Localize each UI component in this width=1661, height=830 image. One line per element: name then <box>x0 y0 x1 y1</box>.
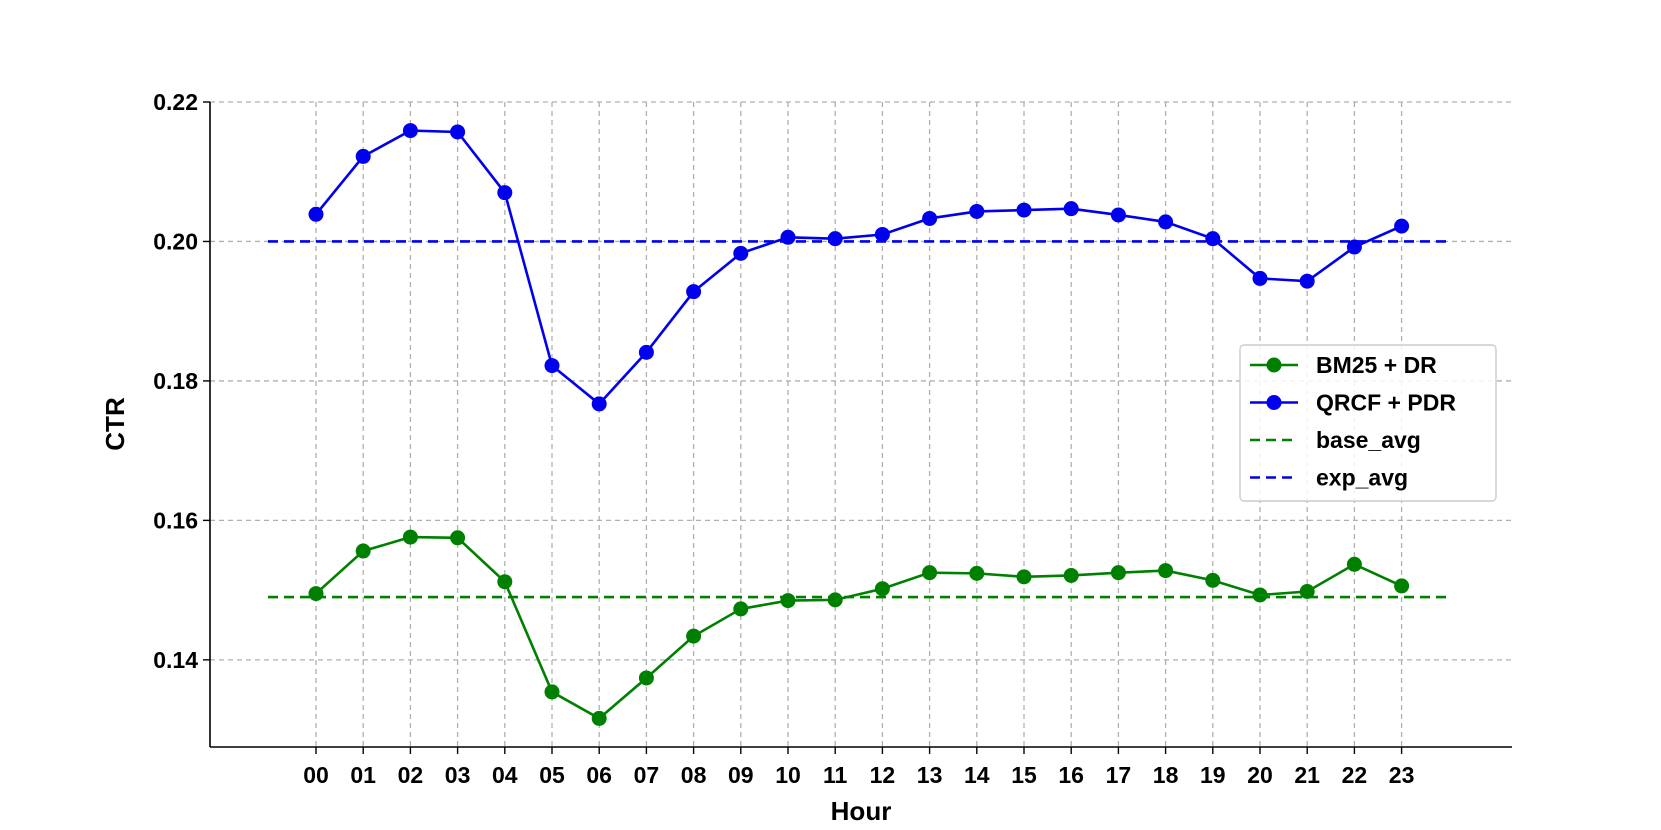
x-tick-label: 00 <box>303 762 329 788</box>
x-tick-label: 17 <box>1106 762 1132 788</box>
data-point-qrcf-pdr <box>1063 201 1079 217</box>
data-point-qrcf-pdr <box>1110 207 1126 223</box>
data-point-qrcf-pdr <box>355 148 371 164</box>
data-point-bm25-dr <box>874 581 890 597</box>
y-ticks: 0.14 0.16 0.18 0.20 0.22 <box>153 89 210 673</box>
x-tick-label: 20 <box>1247 762 1273 788</box>
data-point-bm25-dr <box>1205 572 1221 588</box>
data-point-qrcf-pdr <box>1158 214 1174 230</box>
x-tick-label: 04 <box>492 762 518 788</box>
average-lines <box>268 240 1452 599</box>
x-tick-label: 01 <box>350 762 376 788</box>
x-axis-label: Hour <box>831 796 892 826</box>
data-point-bm25-dr <box>1016 569 1032 585</box>
data-point-qrcf-pdr <box>827 231 843 247</box>
x-tick-label: 03 <box>445 762 471 788</box>
x-tick-label: 23 <box>1389 762 1415 788</box>
data-point-qrcf-pdr <box>544 358 560 374</box>
data-point-qrcf-pdr <box>922 210 938 226</box>
data-point-bm25-dr <box>638 670 654 686</box>
data-point-qrcf-pdr <box>308 206 324 222</box>
legend-marker-qrcf-pdr <box>1266 395 1282 410</box>
data-point-bm25-dr <box>1346 556 1362 572</box>
data-point-qrcf-pdr <box>1205 231 1221 247</box>
data-point-qrcf-pdr <box>1346 239 1362 255</box>
x-tick-label: 12 <box>870 762 896 788</box>
series-lines <box>308 123 1410 726</box>
data-point-bm25-dr <box>1063 567 1079 583</box>
legend-label-qrcf-pdr: QRCF + PDR <box>1316 390 1456 416</box>
data-point-bm25-dr <box>355 543 371 559</box>
x-tick-label: 10 <box>775 762 801 788</box>
data-point-bm25-dr <box>780 593 796 609</box>
axes <box>209 102 1512 748</box>
x-ticks: 00 01 02 03 04 05 06 07 08 09 10 11 12 13 14 15 16 17 18 19… <box>303 747 1414 788</box>
data-point-qrcf-pdr <box>450 124 466 140</box>
x-tick-label: 19 <box>1200 762 1226 788</box>
y-tick-label: 0.18 <box>153 368 198 394</box>
data-point-qrcf-pdr <box>686 284 702 300</box>
x-tick-label: 06 <box>586 762 612 788</box>
x-tick-label: 07 <box>634 762 660 788</box>
legend-box <box>1239 344 1497 502</box>
data-point-qrcf-pdr <box>780 229 796 245</box>
series-line-bm25-dr <box>315 535 1403 720</box>
y-tick-label: 0.22 <box>153 89 198 115</box>
x-tick-label: 18 <box>1153 762 1179 788</box>
x-tick-label: 16 <box>1058 762 1084 788</box>
data-point-qrcf-pdr <box>1299 273 1315 289</box>
x-tick-label: 02 <box>398 762 424 788</box>
y-tick-label: 0.16 <box>153 507 198 533</box>
x-tick-label: 05 <box>539 762 565 788</box>
x-tick-label: 22 <box>1342 762 1368 788</box>
data-point-bm25-dr <box>733 601 749 617</box>
data-point-bm25-dr <box>591 710 607 726</box>
series-line-qrcf-pdr <box>314 129 1403 406</box>
legend-label-bm25-dr: BM25 + DR <box>1316 352 1437 378</box>
legend: BM25 + DR QRCF + PDR base_avg exp_avg <box>1239 344 1497 502</box>
legend-label-base-avg: base_avg <box>1316 427 1421 453</box>
data-point-bm25-dr <box>686 628 702 644</box>
x-tick-label: 13 <box>917 762 943 788</box>
data-point-qrcf-pdr <box>497 185 513 201</box>
y-axis-label: CTR <box>100 397 130 451</box>
data-point-bm25-dr <box>969 565 985 581</box>
data-point-qrcf-pdr <box>1016 202 1032 218</box>
data-point-bm25-dr <box>1394 578 1410 594</box>
data-point-qrcf-pdr <box>1252 270 1268 286</box>
data-point-bm25-dr <box>827 592 843 608</box>
data-point-qrcf-pdr <box>591 396 607 412</box>
x-tick-label: 08 <box>681 762 707 788</box>
y-tick-label: 0.20 <box>153 228 198 254</box>
data-point-bm25-dr <box>402 529 418 545</box>
data-point-bm25-dr <box>1252 587 1268 603</box>
data-point-qrcf-pdr <box>874 226 890 242</box>
data-point-qrcf-pdr <box>733 245 749 261</box>
data-point-bm25-dr <box>450 530 466 546</box>
legend-label-exp-avg: exp_avg <box>1316 465 1408 491</box>
data-point-qrcf-pdr <box>1394 218 1410 234</box>
data-point-qrcf-pdr <box>969 203 985 219</box>
data-point-bm25-dr <box>544 684 560 700</box>
x-tick-label: 15 <box>1011 762 1037 788</box>
x-tick-label: 14 <box>964 762 990 788</box>
legend-marker-bm25-dr <box>1266 357 1282 373</box>
data-point-bm25-dr <box>1299 584 1315 600</box>
data-point-bm25-dr <box>497 574 513 590</box>
x-tick-label: 21 <box>1294 762 1320 788</box>
data-point-qrcf-pdr <box>638 344 654 360</box>
data-point-bm25-dr <box>922 565 938 581</box>
data-point-bm25-dr <box>1110 565 1126 581</box>
x-tick-label: 09 <box>728 762 754 788</box>
data-point-bm25-dr <box>1158 563 1174 579</box>
y-tick-label: 0.14 <box>153 647 198 673</box>
data-point-qrcf-pdr <box>402 123 418 139</box>
data-point-bm25-dr <box>308 586 324 602</box>
x-tick-label: 11 <box>823 762 848 788</box>
